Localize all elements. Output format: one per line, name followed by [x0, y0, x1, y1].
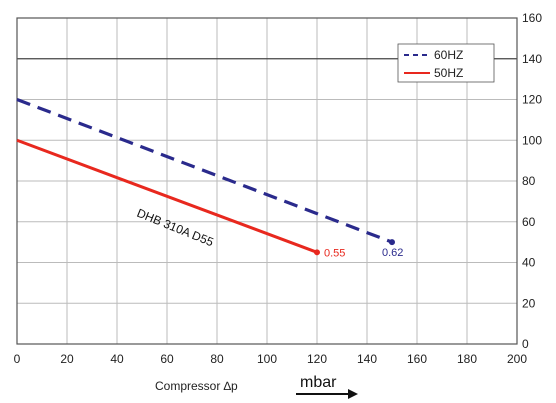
y-tick-label: 0 — [522, 337, 529, 351]
series-end-point — [314, 249, 320, 256]
y-tick-label: 40 — [522, 256, 536, 270]
y-tick-label: 160 — [522, 11, 542, 25]
y-tick-label: 100 — [522, 133, 542, 147]
data-label: 0.55 — [324, 247, 345, 259]
series-line-50hz — [16, 138, 318, 254]
x-tick-label: 60 — [160, 352, 174, 366]
y-tick-label: 120 — [522, 93, 542, 107]
x-tick-labels: 0 20 40 60 80 100 120 140 160 180 200 — [14, 352, 528, 366]
y-tick-label: 140 — [522, 52, 542, 66]
legend-box — [397, 43, 495, 83]
series-line-60hz — [16, 98, 393, 244]
y-tick-label: 20 — [522, 296, 536, 310]
plot-border — [16, 17, 518, 345]
y-tick-labels: 0 20 40 60 80 100 120 140 160 — [522, 11, 542, 351]
legend: 60HZ 50HZ — [397, 43, 495, 83]
x-tick-label: 100 — [257, 352, 277, 366]
legend-label-60hz: 60HZ — [434, 48, 463, 62]
x-tick-label: 180 — [457, 352, 477, 366]
y-tick-label: 80 — [522, 174, 536, 188]
series-end-point — [389, 239, 395, 246]
x-tick-label: 80 — [210, 352, 224, 366]
x-tick-label: 200 — [507, 352, 527, 366]
x-axis-label: Compressor ∆p — [155, 379, 238, 393]
x-tick-label: 20 — [60, 352, 74, 366]
x-tick-label: 160 — [407, 352, 427, 366]
curve-annotation: DHB 310A D55 — [135, 206, 216, 250]
x-tick-label: 120 — [307, 352, 327, 366]
legend-label-50hz: 50HZ — [434, 66, 463, 80]
data-label: 0.62 — [382, 247, 403, 259]
x-tick-label: 40 — [110, 352, 124, 366]
x-tick-label: 0 — [14, 352, 21, 366]
x-axis-arrow — [296, 389, 358, 399]
x-axis-unit: mbar — [300, 374, 337, 391]
series-group: 0.62 0.55 — [16, 98, 403, 259]
x-tick-label: 140 — [357, 352, 377, 366]
y-tick-label: 60 — [522, 215, 536, 229]
